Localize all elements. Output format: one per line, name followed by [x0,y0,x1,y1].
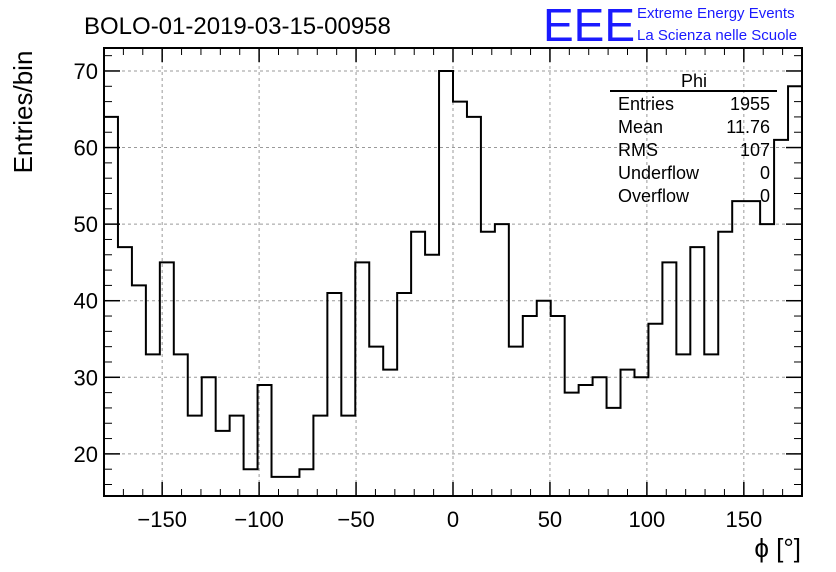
y-axis-title: Entries/bin [8,51,38,174]
stats-row-value: 107 [740,140,770,160]
stats-title: Phi [681,71,707,91]
x-tick-label: −50 [337,507,374,532]
histogram-series [104,69,802,478]
stats-rows: Entries 1955 Mean 11.76 RMS 107 Underflow 0 Over… [618,94,770,206]
stats-row-value: 1955 [730,94,770,114]
x-tick-label: 0 [447,507,459,532]
x-tick-label: −150 [137,507,187,532]
y-tick-label: 30 [74,365,98,390]
stats-row-value: 0 [760,186,770,206]
stats-row-value: 0 [760,163,770,183]
stats-row-label: RMS [618,140,658,160]
chart-title: BOLO-01-2019-03-15-00958 [84,13,391,40]
y-tick-label: 40 [74,289,98,314]
x-tick-label: 150 [725,507,762,532]
eee-line2: La Scienza nelle Scuole [637,27,797,44]
x-tick-label: −100 [234,507,284,532]
stats-row-label: Mean [618,117,663,137]
eee-logo: EEE [543,0,635,51]
stats-row-label: Underflow [618,163,700,183]
y-tick-label: 60 [74,136,98,161]
x-axis-title: ϕ [°] [754,533,801,563]
y-tick-label: 20 [74,442,98,467]
y-tick-label: 50 [74,212,98,237]
y-tick-label: 70 [74,59,98,84]
stats-box: Phi Entries 1955 Mean 11.76 RMS 107 Underflow 0… [610,71,777,206]
histogram-outline [104,69,802,478]
x-tick-label: 50 [538,507,562,532]
axis-ticks: −150 −100 −50 0 50 100 150 20 30 40 50 60 70 [74,48,803,532]
grid-lines [104,48,802,496]
eee-line1: Extreme Energy Events [637,5,795,22]
x-tick-label: 100 [629,507,666,532]
stats-row-value: 11.76 [726,117,770,137]
stats-row-label: Overflow [618,186,690,206]
stats-row-label: Entries [618,94,674,114]
